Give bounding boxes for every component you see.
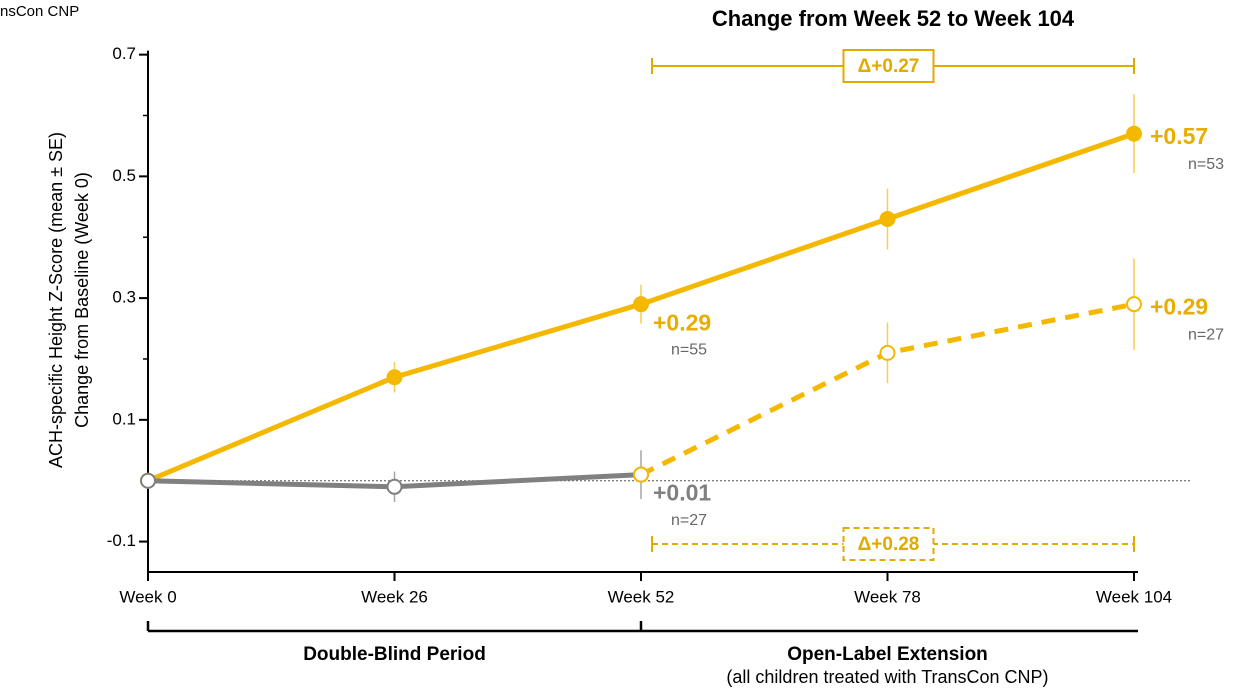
value-label: +0.57 [1150, 123, 1208, 149]
period-note: (all children treated with TransCon CNP) [726, 667, 1048, 687]
data-point [633, 296, 649, 313]
data-point [386, 369, 403, 386]
y-tick-label: 0.5 [112, 166, 136, 185]
data-point [633, 466, 649, 483]
value-label: +0.29 [653, 309, 711, 335]
n-label: n=27 [671, 512, 707, 529]
data-point [386, 478, 403, 495]
data-point [879, 210, 896, 227]
x-tick-label: Week 0 [119, 587, 176, 606]
cropped-label: nsCon CNP [0, 3, 79, 20]
y-label-line: Change from Baseline (Week 0) [72, 172, 92, 428]
bracket-label: Δ+0.28 [858, 534, 920, 555]
period-label: Open-Label Extension [787, 644, 988, 665]
value-label: +0.29 [1150, 293, 1208, 319]
data-point [140, 472, 156, 489]
x-tick-label: Week 104 [1096, 587, 1172, 606]
n-label: n=53 [1188, 156, 1224, 173]
y-axis-label: ACH-specific Height Z-Score (mean ± SE) … [46, 132, 92, 468]
period-label: Double-Blind Period [303, 644, 486, 665]
bracket-label: Δ+0.27 [858, 56, 920, 77]
y-label-line: ACH-specific Height Z-Score (mean ± SE) [46, 132, 66, 468]
data-point [1126, 296, 1142, 313]
x-tick-label: Week 52 [608, 587, 675, 606]
value-label: +0.01 [653, 480, 711, 506]
n-label: n=27 [1188, 326, 1224, 343]
n-label: n=55 [671, 341, 707, 358]
y-tick-label: 0.1 [112, 409, 136, 428]
data-point [879, 344, 896, 361]
x-tick-label: Week 26 [361, 587, 428, 606]
bracket-box [842, 49, 935, 83]
y-tick-label: 0.3 [112, 288, 136, 307]
y-tick-label: 0.7 [112, 44, 136, 63]
y-tick-label: -0.1 [107, 531, 136, 550]
data-point [1126, 125, 1142, 142]
x-tick-label: Week 78 [854, 587, 921, 606]
bracket-box [842, 527, 935, 561]
chart-title: Change from Week 52 to Week 104 [712, 6, 1075, 31]
